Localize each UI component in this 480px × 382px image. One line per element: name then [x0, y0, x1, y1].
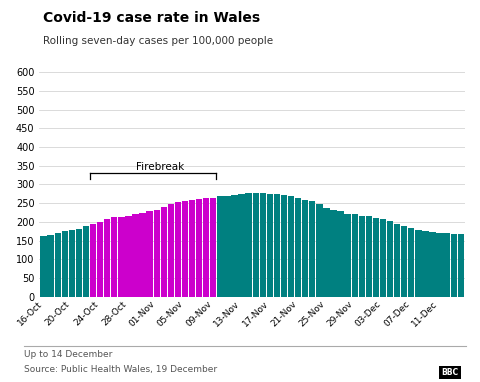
Bar: [295, 198, 301, 297]
Text: BBC: BBC: [441, 368, 458, 377]
Bar: [401, 226, 408, 297]
Bar: [345, 214, 351, 297]
Text: Source: Public Health Wales, 19 December: Source: Public Health Wales, 19 December: [24, 365, 217, 374]
Bar: [182, 201, 188, 297]
Bar: [168, 204, 174, 297]
Bar: [125, 216, 132, 297]
Bar: [203, 198, 209, 297]
Bar: [422, 231, 429, 297]
Bar: [351, 214, 358, 297]
Bar: [161, 207, 167, 297]
Bar: [451, 234, 457, 297]
Bar: [260, 193, 266, 297]
Bar: [337, 211, 344, 297]
Bar: [111, 217, 118, 297]
Bar: [436, 233, 443, 297]
Bar: [83, 226, 89, 297]
Bar: [146, 210, 153, 297]
Bar: [196, 199, 202, 297]
Bar: [40, 236, 47, 297]
Bar: [154, 210, 160, 297]
Bar: [267, 194, 273, 297]
Bar: [132, 214, 139, 297]
Bar: [175, 202, 181, 297]
Bar: [118, 217, 124, 297]
Bar: [373, 218, 379, 297]
Text: Up to 14 December: Up to 14 December: [24, 350, 112, 359]
Bar: [359, 215, 365, 297]
Bar: [302, 200, 308, 297]
Bar: [380, 219, 386, 297]
Bar: [104, 219, 110, 297]
Bar: [139, 212, 146, 297]
Bar: [457, 234, 464, 297]
Bar: [408, 228, 414, 297]
Bar: [48, 235, 54, 297]
Bar: [217, 196, 224, 297]
Text: Firebreak: Firebreak: [136, 162, 184, 172]
Bar: [323, 208, 330, 297]
Bar: [90, 224, 96, 297]
Bar: [252, 193, 259, 297]
Text: Covid-19 case rate in Wales: Covid-19 case rate in Wales: [43, 11, 260, 26]
Bar: [224, 196, 230, 297]
Bar: [394, 224, 400, 297]
Bar: [309, 201, 315, 297]
Bar: [97, 222, 103, 297]
Bar: [245, 193, 252, 297]
Bar: [76, 229, 82, 297]
Bar: [55, 233, 61, 297]
Bar: [231, 194, 238, 297]
Bar: [444, 233, 450, 297]
Bar: [429, 232, 436, 297]
Bar: [415, 230, 421, 297]
Bar: [69, 230, 75, 297]
Bar: [281, 195, 287, 297]
Bar: [288, 196, 294, 297]
Bar: [387, 221, 393, 297]
Bar: [366, 216, 372, 297]
Text: Rolling seven-day cases per 100,000 people: Rolling seven-day cases per 100,000 peop…: [43, 36, 273, 46]
Bar: [210, 197, 216, 297]
Bar: [239, 194, 245, 297]
Bar: [189, 200, 195, 297]
Bar: [61, 231, 68, 297]
Bar: [330, 210, 336, 297]
Bar: [274, 194, 280, 297]
Bar: [316, 204, 323, 297]
